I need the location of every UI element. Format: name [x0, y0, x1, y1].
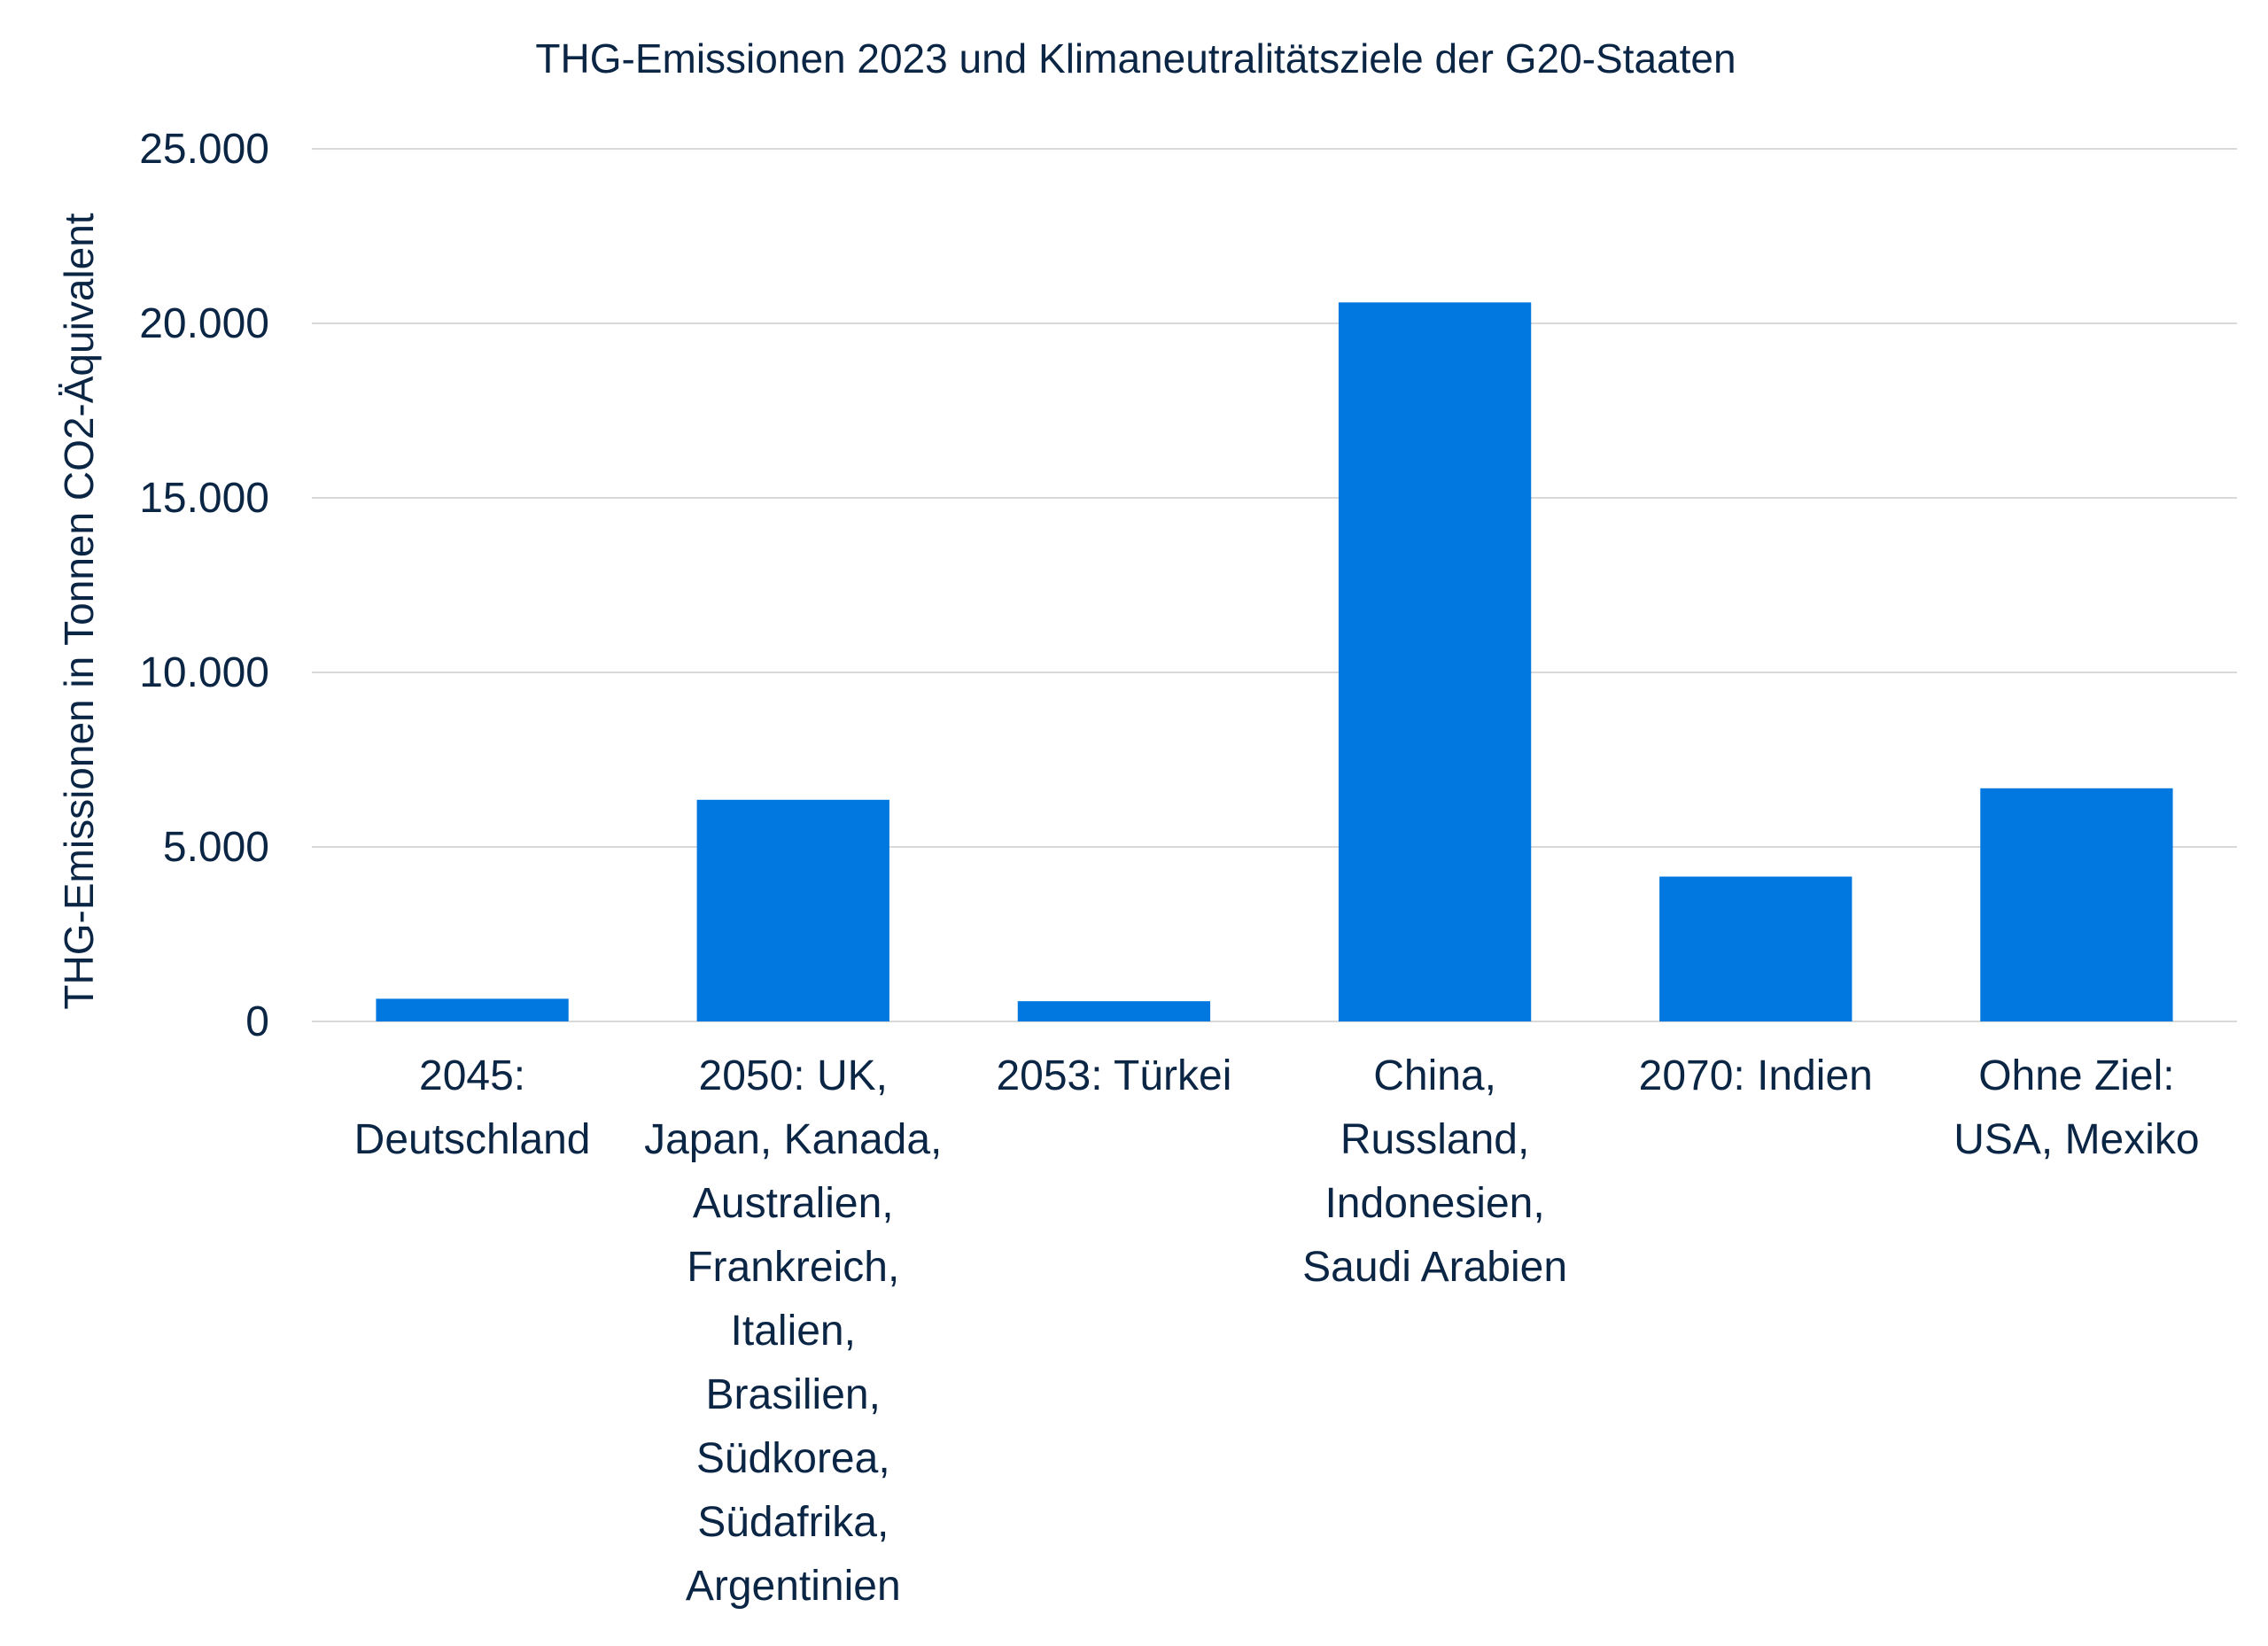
- x-tick-label-line: USA, Mexiko: [1953, 1116, 2199, 1163]
- x-tick-label: China, Russland, Indonesien, Saudi Arabien: [1302, 1052, 1567, 1291]
- x-tick-label-line: 2045:: [419, 1052, 525, 1099]
- chart-title: THG-Emissionen 2023 und Klimaneutralität…: [535, 35, 1736, 82]
- x-tick-label-line: Italien,: [731, 1308, 856, 1355]
- y-tick-label: 5.000: [163, 824, 269, 871]
- y-tick-label: 10.000: [139, 649, 269, 696]
- x-tick-label: 2050: UK, Japan, Kanada, Australien, Frankr…: [644, 1052, 942, 1610]
- x-tick-label-line: Argentinien: [686, 1563, 901, 1610]
- y-tick-label: 20.000: [139, 300, 269, 347]
- bar: [1338, 302, 1532, 1021]
- y-axis-label: THG-Emissionen in Tonnen CO2-Äquivalent: [56, 213, 102, 1009]
- x-tick-labels: 2045: Deutschland 2050: UK, Japan, Kanada, A…: [354, 1052, 2200, 1610]
- x-tick-label-line: Japan, Kanada,: [644, 1116, 942, 1163]
- x-tick-label-line: 2053: Türkei: [996, 1052, 1231, 1099]
- x-tick-label-line: 2050: UK,: [699, 1052, 888, 1099]
- bar: [376, 998, 569, 1021]
- bar: [1980, 788, 2173, 1021]
- bars: [376, 302, 2173, 1021]
- bar: [696, 799, 889, 1021]
- y-tick-label: 25.000: [139, 126, 269, 173]
- x-tick-label: 2045: Deutschland: [354, 1052, 591, 1163]
- x-tick-label-line: Saudi Arabien: [1302, 1244, 1567, 1291]
- x-tick-label-line: China,: [1373, 1052, 1496, 1099]
- x-tick-label: 2070: Indien: [1639, 1052, 1873, 1099]
- y-tick-label: 0: [245, 998, 269, 1045]
- x-tick-label-line: Frankreich,: [687, 1244, 899, 1291]
- y-tick-labels: 0 5.000 10.000 15.000 20.000 25.000: [139, 126, 269, 1045]
- x-tick-label-line: Deutschland: [354, 1116, 591, 1163]
- bar: [1659, 876, 1852, 1021]
- x-tick-label-line: Brasilien,: [706, 1371, 881, 1418]
- x-tick-label-line: Ohne Ziel:: [1978, 1052, 2174, 1099]
- y-tick-label: 15.000: [139, 475, 269, 522]
- x-tick-label: Ohne Ziel: USA, Mexiko: [1953, 1052, 2199, 1163]
- x-tick-label-line: Indonesien,: [1324, 1180, 1544, 1227]
- x-tick-label-line: Australien,: [693, 1180, 894, 1227]
- bar: [1017, 1001, 1211, 1021]
- x-tick-label-line: Südkorea,: [696, 1435, 890, 1482]
- x-tick-label-line: Russland,: [1340, 1116, 1529, 1163]
- x-tick-label-line: Südafrika,: [697, 1499, 889, 1546]
- x-tick-label-line: 2070: Indien: [1639, 1052, 1873, 1099]
- gridlines: [312, 148, 2237, 1022]
- x-tick-label: 2053: Türkei: [996, 1052, 1231, 1099]
